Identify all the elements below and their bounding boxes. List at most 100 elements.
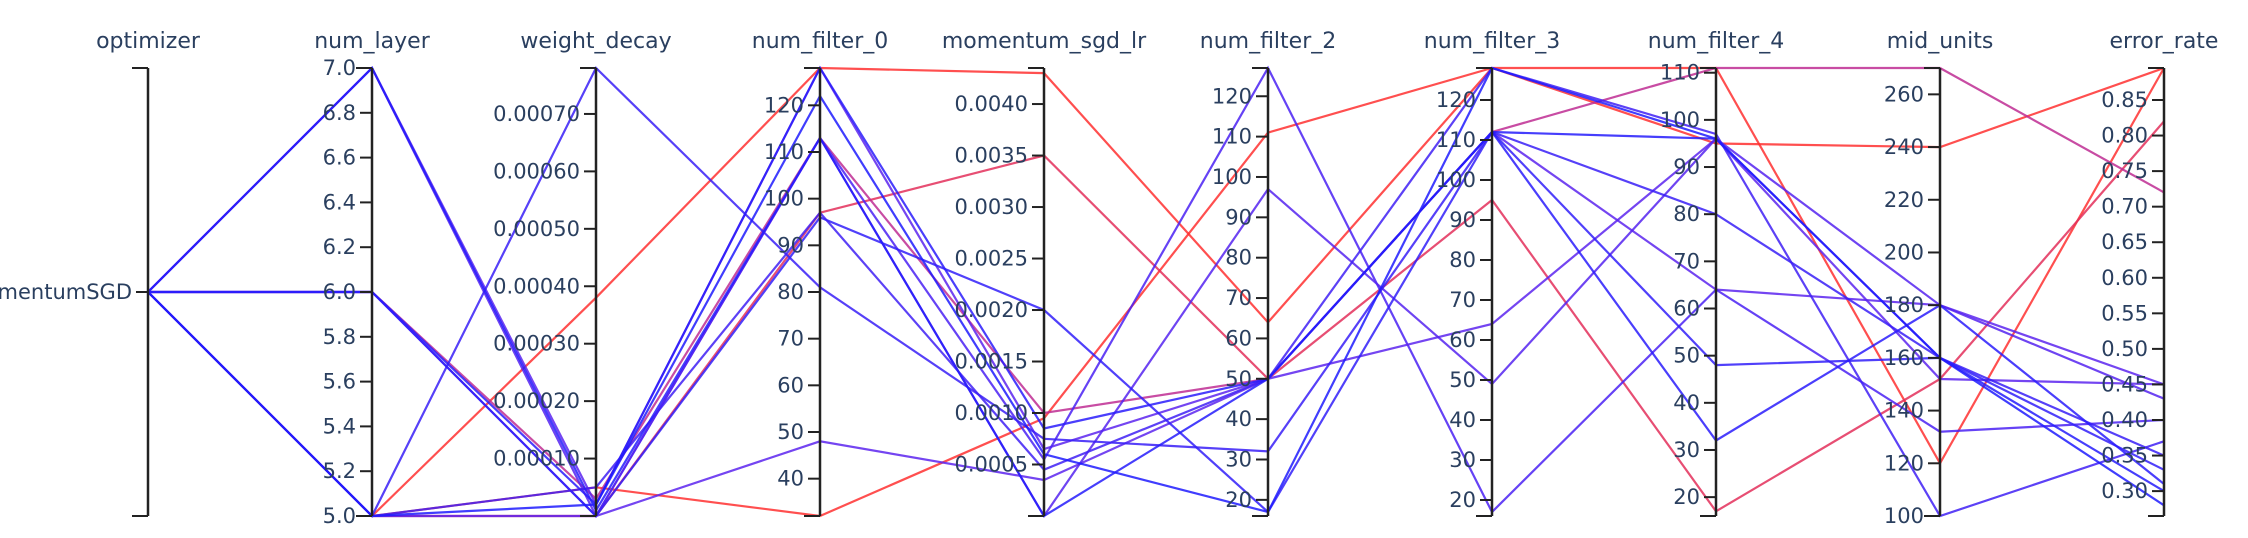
tick-label: 6.4 [323, 190, 356, 214]
tick-label: 0.50 [2101, 337, 2148, 361]
trial-line-12 [148, 65, 2165, 507]
tick-label: 50 [1673, 344, 1700, 368]
trial-line-9 [147, 66, 2165, 518]
axis-num_layer: num_layer 5.0 5.2 5.4 5.6 5.8 6.0 6.2 6.4 6.6 6.8 7… [314, 29, 430, 528]
tick-label: 110 [1660, 61, 1700, 85]
axis-title: num_filter_3 [1424, 29, 1561, 54]
trial-line-5 [147, 65, 2165, 507]
trial-line-7 [147, 137, 2165, 518]
tick-label: 90 [1225, 205, 1252, 229]
axis-title: num_filter_2 [1200, 29, 1337, 54]
tick-label: 0.75 [2101, 159, 2148, 183]
trial-line-4 [148, 66, 2165, 501]
axis-num_filter_4: num_filter_4 20 30 40 50 60 70 80 90 100 110 [1648, 29, 1785, 517]
tick-label: 0.35 [2101, 444, 2148, 468]
tick-label: 5.4 [323, 414, 356, 438]
axis-title: num_layer [314, 29, 430, 54]
tick-label: 90 [1673, 155, 1700, 179]
tick-label: 50 [777, 420, 804, 444]
tick-label: 80 [1673, 202, 1700, 226]
tick-label: 120 [764, 93, 804, 117]
tick-label: 5.8 [323, 325, 356, 349]
tick-label: 0.00010 [493, 447, 580, 471]
axis-title: mid_units [1887, 29, 1994, 54]
tick-label: 160 [1884, 346, 1924, 370]
tick-label: 110 [764, 140, 804, 164]
tick-label: 220 [1884, 188, 1924, 212]
tick-label: 60 [1449, 328, 1476, 352]
axis-weight_decay: weight_decay 0.00010 0.00020 0.00030 0.00040… [493, 29, 672, 517]
tick-label: 6.6 [323, 146, 356, 170]
axis-title: optimizer [96, 29, 201, 54]
tick-label: 20 [1225, 488, 1252, 512]
axis-title: momentum_sgd_lr [942, 29, 1147, 54]
tick-label: 0.0025 [955, 247, 1028, 271]
trial-line-8 [147, 66, 2165, 519]
tick-label: 80 [1225, 246, 1252, 270]
tick-label: 70 [1225, 286, 1252, 310]
trial-line-10 [148, 130, 2165, 518]
tick-label: 70 [1449, 288, 1476, 312]
tick-label: 120 [1436, 88, 1476, 112]
tick-label: 110 [1436, 128, 1476, 152]
tick-label: 100 [1436, 168, 1476, 192]
tick-label: 0.00050 [493, 217, 580, 241]
trial-line-2 [147, 66, 2165, 518]
axis-title: num_filter_0 [752, 29, 889, 54]
tick-label: 0.00040 [493, 274, 580, 298]
series-lines [147, 65, 2165, 519]
axis-title: weight_decay [520, 29, 671, 54]
trial-line-14 [147, 66, 2165, 518]
tick-label: 100 [1660, 108, 1700, 132]
trial-line-6 [148, 65, 2165, 518]
tick-label: 0.00070 [493, 102, 580, 126]
tick-label: 140 [1884, 399, 1924, 423]
tick-label: 40 [1673, 391, 1700, 415]
tick-label: 90 [1449, 208, 1476, 232]
tick-label: 80 [777, 280, 804, 304]
tick-label: 5.6 [323, 370, 356, 394]
axis-momentum_sgd_lr: momentum_sgd_lr 0.0005 0.0010 0.0015 0.0020 0… [942, 29, 1147, 517]
tick-label: 0.80 [2101, 124, 2148, 148]
tick-label: 0.45 [2101, 372, 2148, 396]
tick-label: 5.2 [323, 459, 356, 483]
axis-mid_units: mid_units 100 120 140 160 180 200 220 240 260 [1884, 29, 1993, 528]
tick-label: 0.65 [2101, 230, 2148, 254]
tick-label: 0.0010 [955, 401, 1028, 425]
tick-label: 100 [1212, 165, 1252, 189]
tick-label: 90 [777, 233, 804, 257]
tick-label: 240 [1884, 135, 1924, 159]
tick-label: 60 [1673, 297, 1700, 321]
tick-label: 0.0005 [955, 453, 1028, 477]
tick-label: 30 [1449, 448, 1476, 472]
tick-label: 200 [1884, 240, 1924, 264]
axis-title: error_rate [2110, 29, 2219, 54]
tick-label: 0.85 [2101, 88, 2148, 112]
tick-label: 50 [1449, 368, 1476, 392]
tick-label: 0.00020 [493, 389, 580, 413]
tick-label: 50 [1225, 367, 1252, 391]
tick-label: 0.30 [2101, 479, 2148, 503]
axis-title: num_filter_4 [1648, 29, 1785, 54]
tick-label: 7.0 [323, 56, 356, 80]
tick-label: 0.0015 [955, 350, 1028, 374]
tick-label: 0.55 [2101, 301, 2148, 325]
tick-label: 6.8 [323, 101, 356, 125]
tick-label: 120 [1212, 84, 1252, 108]
axis-num_filter_0: num_filter_0 40 50 60 70 80 90 100 110 120 [752, 29, 889, 517]
tick-label: 0.00030 [493, 332, 580, 356]
tick-label: 6.0 [323, 280, 356, 304]
tick-label: 60 [1225, 326, 1252, 350]
tick-label: 0.0020 [955, 298, 1028, 322]
tick-label: 20 [1673, 485, 1700, 509]
tick-label: 0.60 [2101, 266, 2148, 290]
tick-label: MomentumSGD [0, 280, 132, 304]
tick-label: 20 [1449, 488, 1476, 512]
tick-label: 0.00060 [493, 159, 580, 183]
trial-line-11 [147, 66, 2165, 518]
tick-label: 100 [764, 187, 804, 211]
tick-label: 180 [1884, 293, 1924, 317]
tick-label: 260 [1884, 82, 1924, 106]
tick-label: 40 [777, 467, 804, 491]
